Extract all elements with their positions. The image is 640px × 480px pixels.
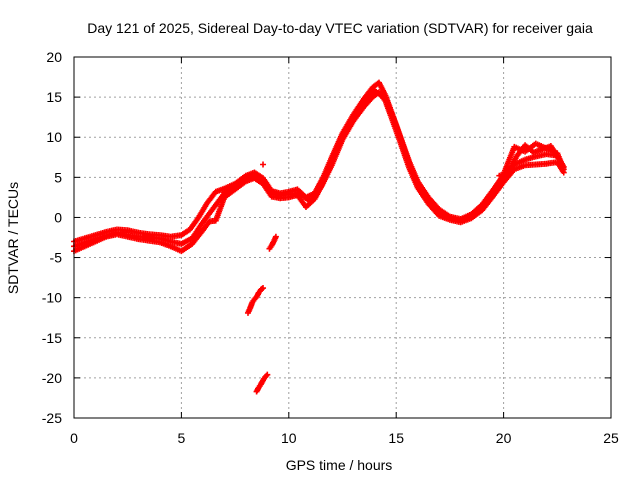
data-point — [260, 161, 267, 168]
x-tick-label: 5 — [178, 430, 186, 446]
y-tick-label: -15 — [42, 330, 62, 346]
y-tick-label: -20 — [42, 370, 62, 386]
x-tick-label: 10 — [281, 430, 297, 446]
y-axis-label: SDTVAR / TECUs — [5, 182, 21, 294]
data-point — [260, 178, 267, 185]
data-point — [258, 285, 265, 292]
y-tick-label: 10 — [46, 129, 62, 145]
x-tick-label: 15 — [388, 430, 404, 446]
chart-title: Day 121 of 2025, Sidereal Day-to-day VTE… — [87, 20, 593, 36]
plot-frame — [73, 56, 612, 419]
x-tick-label: 0 — [70, 430, 78, 446]
y-tick-label: 5 — [54, 169, 62, 185]
y-tick-label: 20 — [46, 49, 62, 65]
data-point — [264, 371, 271, 378]
y-tick-label: 15 — [46, 89, 62, 105]
data-series — [71, 79, 567, 395]
data-point — [260, 285, 267, 292]
y-tick-label: -25 — [42, 410, 62, 426]
data-point — [272, 233, 279, 240]
x-axis-label: GPS time / hours — [286, 457, 393, 473]
data-point — [560, 166, 567, 173]
axes-ticks: 0 5 10 15 20 25 -25 -20 -15 -10 -5 0 5 10 15 20 — [42, 49, 619, 446]
y-tick-label: -5 — [50, 250, 63, 266]
y-tick-label: 0 — [54, 209, 62, 225]
x-tick-label: 20 — [496, 430, 512, 446]
series-track-e — [244, 161, 279, 395]
y-tick-label: -10 — [42, 290, 62, 306]
data-point — [556, 156, 563, 163]
series-track-d — [221, 142, 563, 196]
x-tick-label: 25 — [603, 430, 619, 446]
